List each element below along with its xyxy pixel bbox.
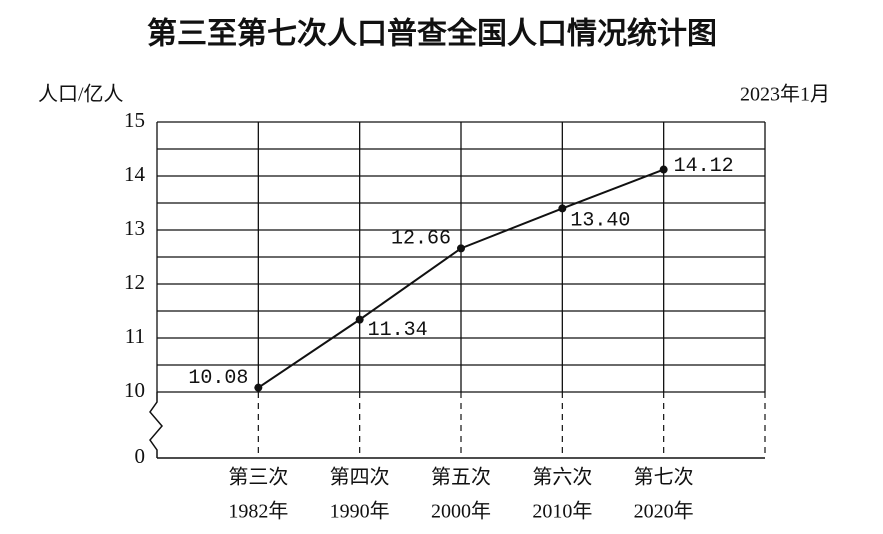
chart-title: 第三至第七次人口普查全国人口情况统计图 <box>147 17 717 52</box>
y-axis-label: 人口/亿人 <box>38 83 124 106</box>
value-label: 14.12 <box>674 155 734 178</box>
x-tick-label: 第五次 <box>431 466 491 489</box>
y-tick-label: 0 <box>135 444 146 468</box>
value-label: 13.40 <box>570 210 630 233</box>
x-tick-label: 2010年 <box>532 500 592 523</box>
y-tick-label: 11 <box>125 324 145 348</box>
y-tick-label: 15 <box>124 108 145 132</box>
axis-break <box>149 392 163 458</box>
value-label: 12.66 <box>391 228 451 251</box>
value-label: 10.08 <box>188 367 248 390</box>
y-tick-label: 14 <box>124 162 146 186</box>
x-tick-label: 第四次 <box>330 466 390 489</box>
value-label: 11.34 <box>368 319 428 342</box>
data-point <box>558 204 567 213</box>
y-axis-break-line <box>149 392 163 458</box>
y-tick-label: 10 <box>124 378 145 402</box>
x-tick-label: 第三次 <box>228 466 288 489</box>
x-tick-label: 第六次 <box>532 466 592 489</box>
x-tick-label: 2000年 <box>431 500 491 523</box>
y-tick-label: 13 <box>124 216 145 240</box>
data-point <box>457 244 465 253</box>
data-point <box>355 315 364 324</box>
x-tick-label: 1990年 <box>330 500 390 523</box>
x-tick-label: 2020年 <box>634 500 694 523</box>
x-tick-label: 1982年 <box>228 500 288 523</box>
date-note: 2023年1月 <box>740 83 830 106</box>
data-point <box>659 165 668 174</box>
y-tick-label: 12 <box>124 270 145 294</box>
data-point <box>254 383 263 392</box>
x-tick-label: 第七次 <box>634 466 694 489</box>
